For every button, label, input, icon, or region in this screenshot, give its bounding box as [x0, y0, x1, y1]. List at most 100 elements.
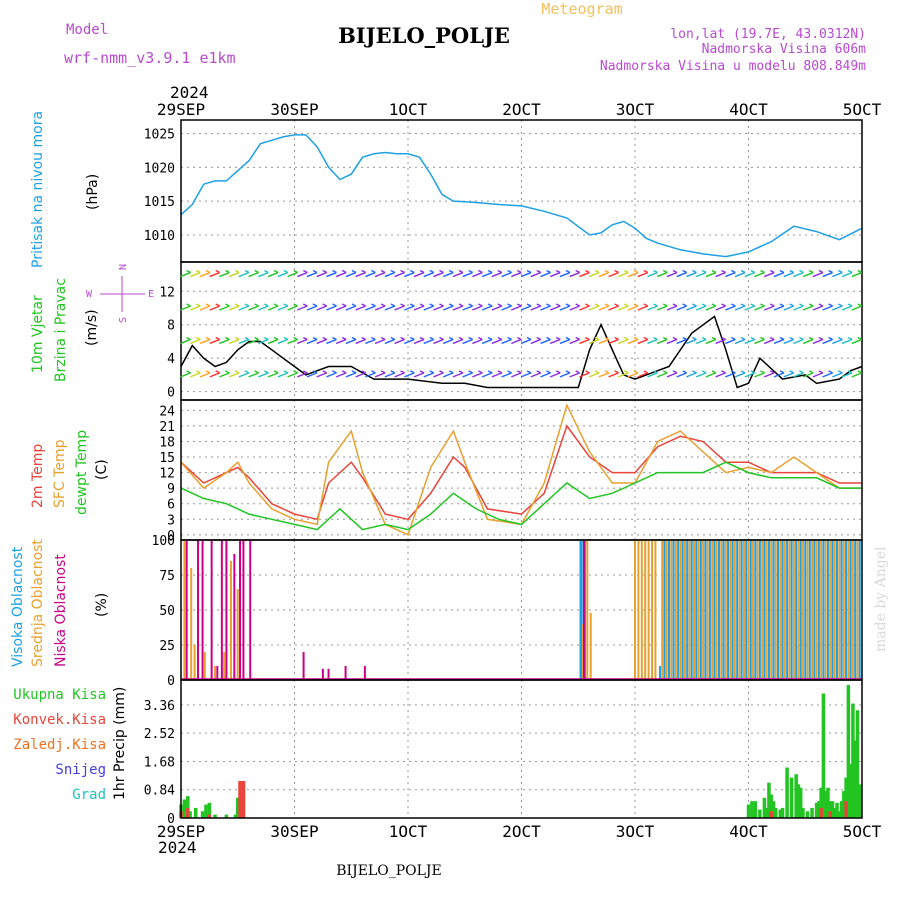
wind-barb	[452, 336, 464, 345]
bar	[677, 540, 680, 680]
wind-barb	[433, 336, 444, 345]
wind-barb	[190, 336, 201, 345]
bar	[773, 807, 778, 818]
wind-barb	[277, 269, 289, 278]
wind-barb	[793, 303, 804, 311]
wind-barb	[374, 336, 386, 345]
y-tick-label: 3	[167, 513, 175, 528]
wind-barb	[335, 269, 347, 278]
panel-4: 0 25 50 75 100	[152, 534, 863, 689]
panel-1: 1010 1015 1020 1025	[144, 119, 863, 263]
y-tick-label: 24	[159, 404, 175, 419]
bar	[238, 780, 242, 818]
wind-barb	[588, 269, 600, 278]
bar	[762, 797, 767, 818]
temp-label-2: SFC Temp	[52, 439, 68, 508]
wind-barb	[676, 370, 688, 378]
wind-barb	[297, 303, 308, 311]
y-tick-label: 0	[167, 674, 175, 689]
wind-barb	[326, 336, 337, 345]
wind-barb	[442, 269, 454, 278]
bar	[733, 540, 736, 680]
bar	[688, 540, 691, 680]
y-tick-label: 8	[167, 319, 175, 334]
bar	[186, 807, 190, 818]
wind-barb	[199, 303, 211, 311]
bar	[697, 540, 700, 680]
wind-barb	[267, 370, 279, 378]
wind-barb	[258, 303, 269, 311]
wind-barb	[598, 303, 610, 311]
wind-barb	[763, 303, 775, 311]
wind-barb	[725, 303, 736, 311]
wind-barb	[540, 336, 551, 345]
bar	[763, 540, 766, 680]
x-tick-label-bottom: 2OCT	[502, 822, 541, 841]
wind-barb	[666, 269, 678, 278]
wind-barb	[627, 370, 639, 378]
wind-barb	[686, 303, 697, 311]
bar	[708, 540, 711, 680]
wind-barb	[287, 269, 298, 278]
wind-barb	[608, 269, 619, 278]
bar	[647, 540, 650, 680]
bar	[753, 801, 758, 818]
bar	[302, 652, 305, 680]
bar	[223, 652, 226, 680]
bar	[661, 540, 664, 680]
bar	[799, 540, 802, 680]
wind-barb	[549, 269, 561, 278]
chart-subtitle: Meteogram	[541, 0, 622, 18]
cloud-unit: (%)	[94, 593, 110, 617]
bar	[836, 540, 839, 680]
wind-barb	[297, 269, 308, 278]
pressure-label: Pritisak na nivou mora	[30, 111, 46, 268]
wind-barb	[793, 336, 804, 345]
wind-barb	[423, 303, 435, 311]
wind-barb	[316, 336, 328, 345]
x-tick-label-top: 2OCT	[502, 100, 541, 119]
wind-barb	[374, 303, 386, 311]
wind-barb	[335, 336, 347, 345]
wind-barb	[802, 269, 814, 278]
wind-barb	[501, 370, 512, 378]
series-line-1	[180, 424, 862, 521]
wind-barb	[199, 269, 211, 278]
wind-barb	[763, 269, 775, 278]
bar	[821, 693, 826, 818]
wind-barb	[666, 303, 678, 311]
wind-barb	[277, 370, 289, 378]
wind-barb	[656, 269, 668, 278]
wind-barb	[559, 370, 571, 378]
wind-barb	[472, 269, 483, 278]
wind-barb	[656, 303, 668, 311]
bar	[580, 540, 583, 680]
precip-legend-grad: Grad	[72, 787, 106, 803]
bar	[742, 540, 745, 680]
bar	[833, 807, 837, 818]
wind-barb	[394, 336, 405, 345]
wind-barb	[190, 303, 201, 311]
wind-barb	[190, 269, 201, 278]
bar	[717, 540, 720, 680]
bar	[815, 540, 818, 680]
wind-barb	[569, 370, 580, 378]
wind-barb	[579, 269, 590, 278]
bar	[764, 807, 769, 818]
wind-barb	[754, 370, 765, 378]
bar	[690, 540, 693, 680]
wind-barb	[248, 336, 259, 345]
bar	[188, 811, 192, 818]
bar	[670, 540, 673, 680]
bar	[838, 540, 841, 680]
y-tick-label: 0	[167, 812, 175, 827]
bar	[828, 801, 832, 818]
x-tick-label-top: 5OCT	[843, 100, 882, 119]
bar	[855, 710, 860, 818]
bar	[839, 801, 844, 818]
wind-barb	[404, 336, 415, 345]
wind-barb	[287, 336, 298, 345]
bar	[220, 540, 223, 680]
y-tick-label: 0	[167, 386, 175, 401]
bar	[731, 540, 734, 680]
